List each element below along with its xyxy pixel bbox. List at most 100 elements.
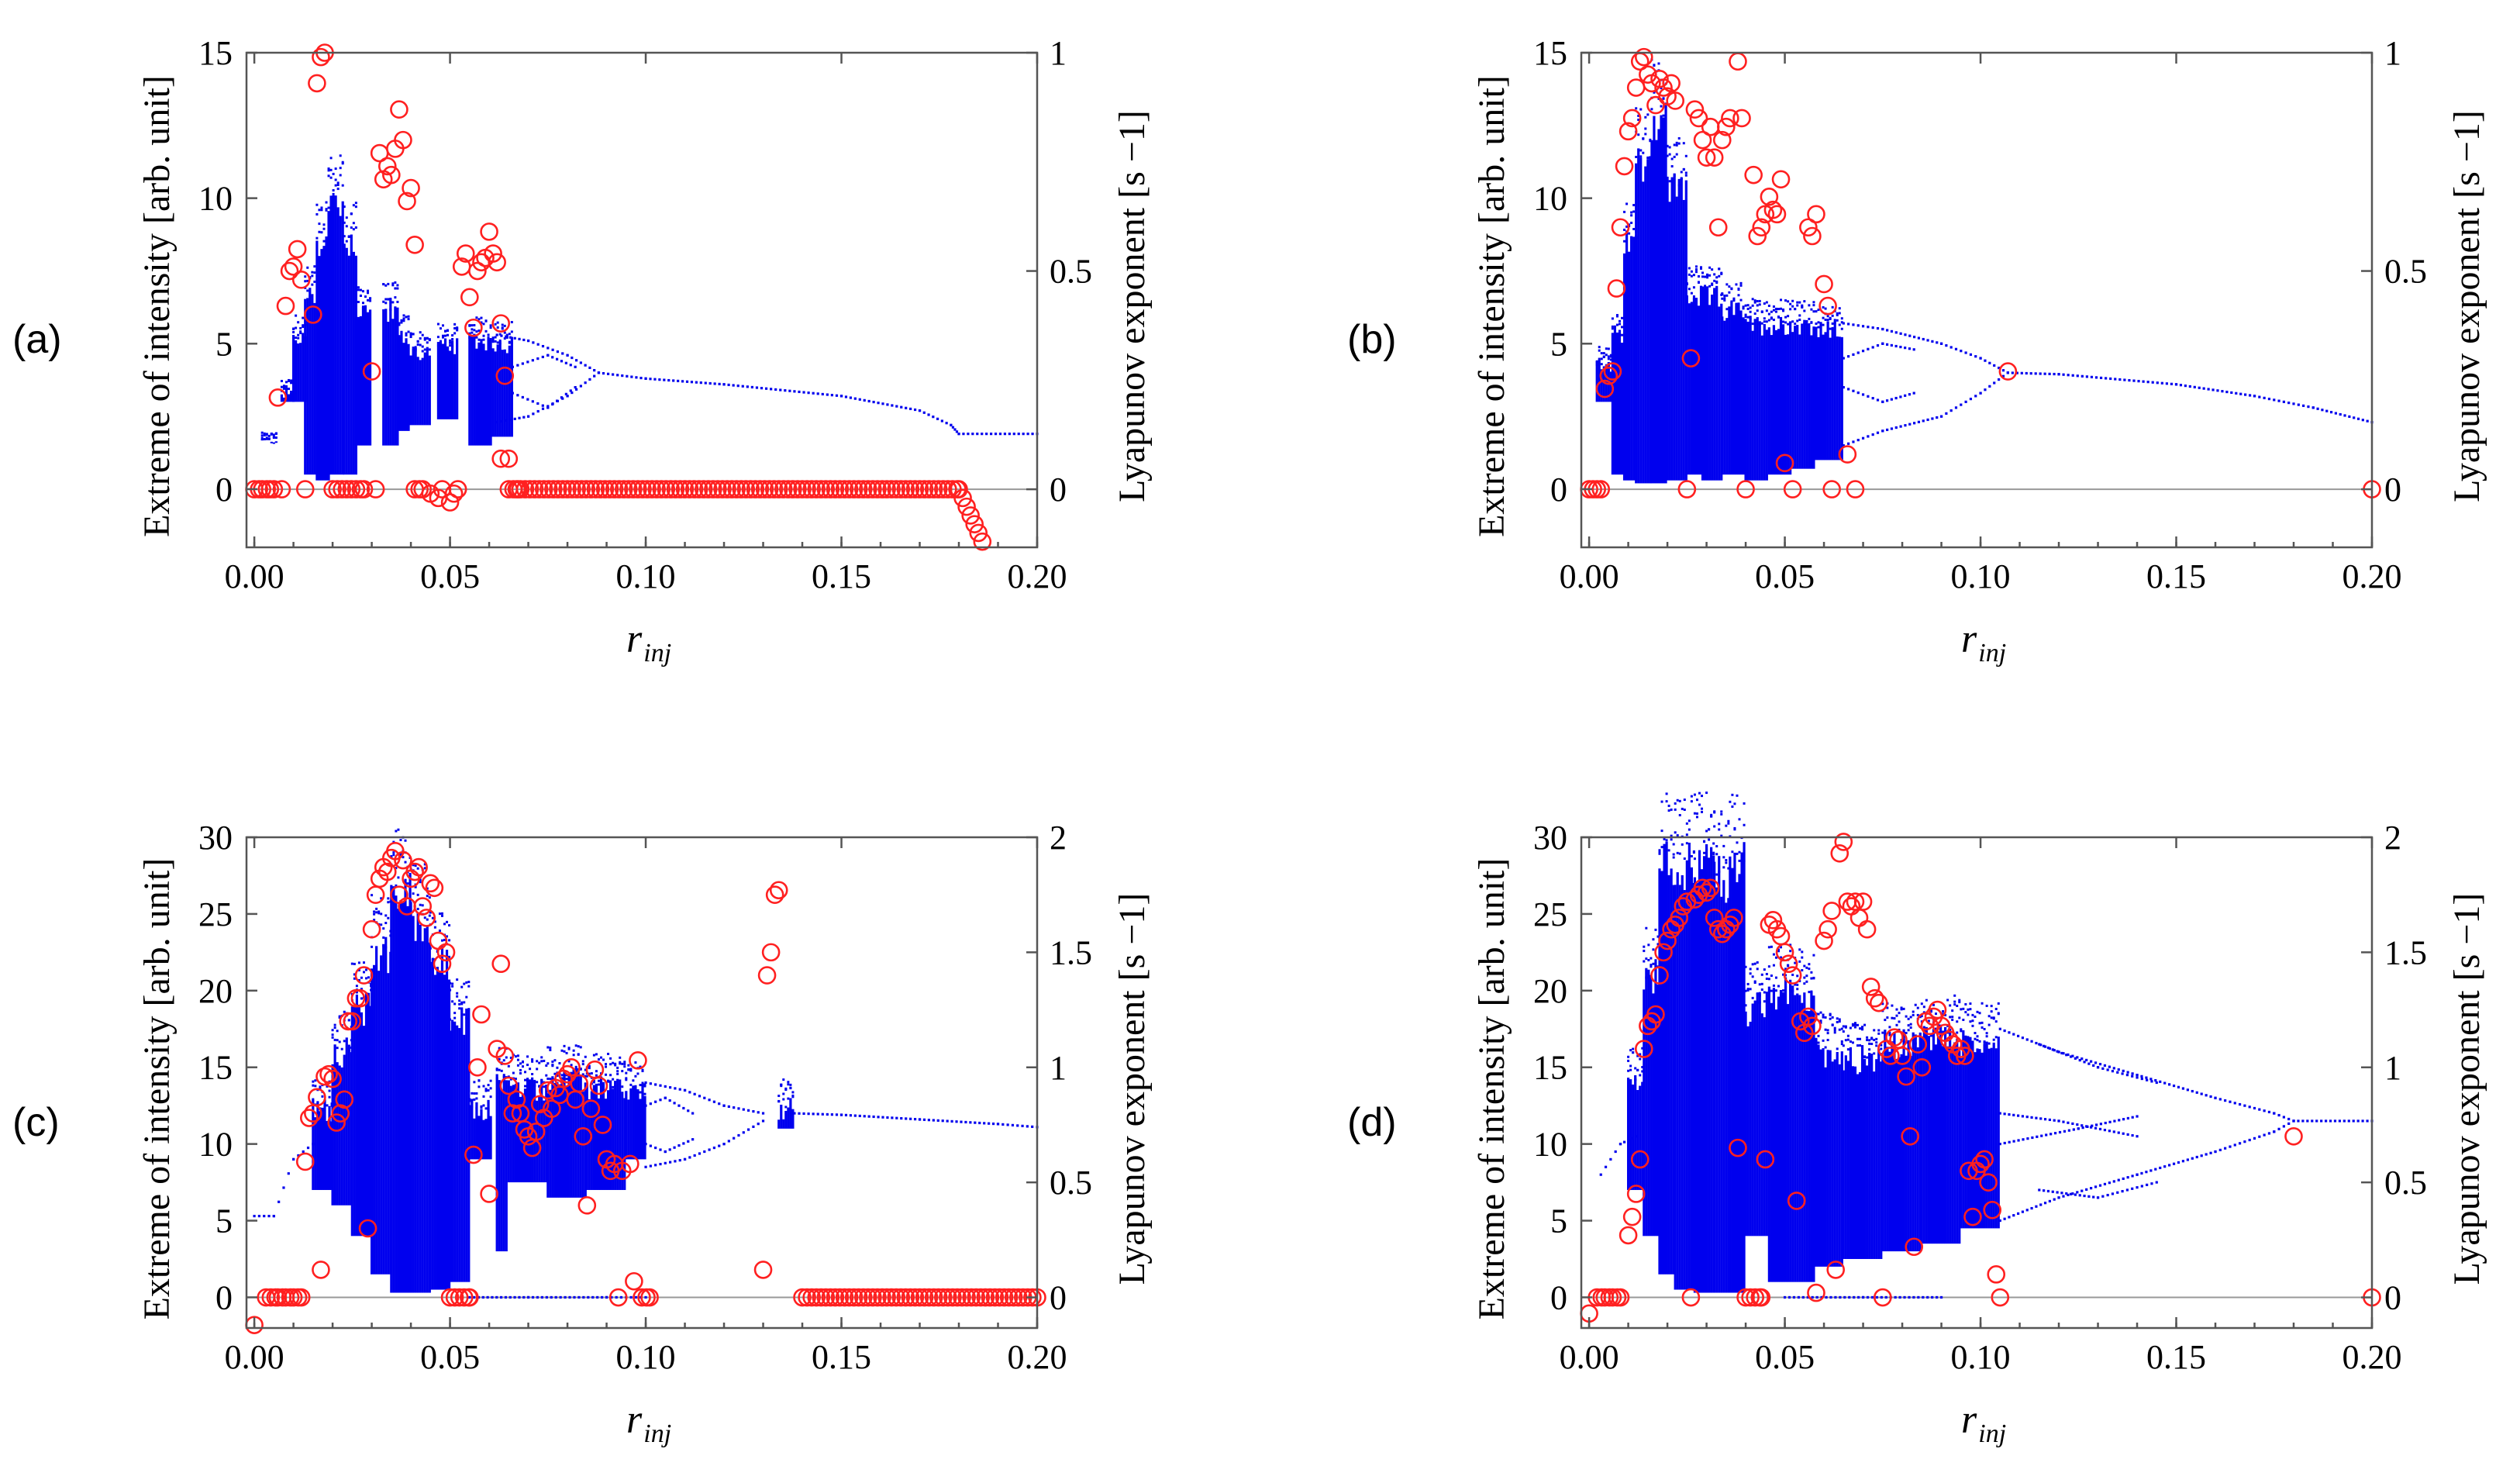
bifurcation-column xyxy=(1787,1004,1790,1282)
bifurcation-point xyxy=(1732,299,1736,302)
bifurcation-band xyxy=(1744,298,1768,481)
lyapunov-point xyxy=(844,1288,864,1307)
lyapunov-point xyxy=(1681,349,1701,367)
lyapunov-point xyxy=(2284,1126,2303,1146)
lyapunov-point xyxy=(425,878,444,898)
bifurcation-point xyxy=(1861,350,1865,353)
bifurcation-point xyxy=(891,1116,894,1119)
y-tick-label: 10 xyxy=(1533,180,1567,218)
bifurcation-band xyxy=(1960,1002,2000,1229)
chart-panel-b: (b)0.00 0.05 0.10 0.15 0.2005101500.51rinjEx… xyxy=(1347,34,2487,667)
bifurcation-point xyxy=(1817,1041,1820,1044)
bifurcation-point xyxy=(2062,1052,2065,1055)
bifurcation-point xyxy=(467,985,471,988)
bifurcation-point xyxy=(569,389,572,392)
lyapunov-point xyxy=(308,1088,326,1107)
bifurcation-column xyxy=(299,343,302,402)
bifurcation-point xyxy=(1980,1002,1984,1005)
bifurcation-point xyxy=(1666,144,1669,147)
bifurcation-point xyxy=(2122,1069,2125,1072)
bifurcation-column xyxy=(1618,329,1622,475)
bifurcation-point xyxy=(1842,357,1845,360)
bifurcation-point xyxy=(688,1156,691,1159)
bifurcation-point xyxy=(2218,1148,2222,1151)
bifurcation-point xyxy=(1817,309,1820,312)
bifurcation-point xyxy=(1888,1031,1891,1034)
bifurcation-point xyxy=(364,295,367,298)
bifurcation-column xyxy=(489,340,492,446)
bifurcation-point xyxy=(1681,807,1684,810)
bifurcation-point xyxy=(1936,1295,1939,1299)
bifurcation-point xyxy=(549,1078,552,1081)
bifurcation-point xyxy=(595,1070,598,1073)
lyapunov-point xyxy=(1834,833,1853,851)
bifurcation-point xyxy=(1749,988,1752,991)
bifurcation-point xyxy=(274,432,278,435)
bifurcation-point xyxy=(475,316,478,319)
bifurcation-point xyxy=(1704,286,1707,289)
bifurcation-point xyxy=(1791,973,1794,976)
bifurcation-point xyxy=(546,347,550,350)
bifurcation-point xyxy=(1964,400,1967,403)
bifurcation-point xyxy=(443,938,446,941)
bifurcation-point xyxy=(1780,946,1783,949)
bifurcation-point xyxy=(1946,999,1949,1002)
lyapunov-point xyxy=(625,1271,643,1291)
bifurcation-column xyxy=(787,1107,790,1129)
bifurcation-point xyxy=(1727,819,1730,823)
bifurcation-point xyxy=(1760,973,1763,976)
bifurcation-column xyxy=(468,332,471,446)
bifurcation-point xyxy=(2273,398,2276,402)
bifurcation-point xyxy=(1894,331,1898,334)
bifurcation-point xyxy=(318,222,321,226)
bifurcation-point xyxy=(2062,1195,2065,1198)
bifurcation-point xyxy=(2126,1133,2129,1137)
lyapunov-point xyxy=(704,480,722,498)
bifurcation-column xyxy=(1652,993,1655,1237)
bifurcation-point xyxy=(1856,1023,1859,1026)
bifurcation-point xyxy=(2243,1140,2246,1143)
bifurcation-point xyxy=(2113,1119,2116,1123)
bifurcation-point xyxy=(1978,1022,1981,1025)
bifurcation-point xyxy=(433,920,436,923)
bifurcation-point xyxy=(1852,440,1855,443)
bifurcation-point xyxy=(1881,429,1884,433)
bifurcation-point xyxy=(2244,393,2247,396)
bifurcation-point xyxy=(2096,1196,2100,1199)
bifurcation-column xyxy=(419,360,422,426)
bifurcation-point xyxy=(1934,1012,1937,1016)
bifurcation-column xyxy=(451,340,454,419)
bifurcation-point xyxy=(659,1162,662,1166)
lyapunov-point xyxy=(335,1090,354,1109)
bifurcation-column xyxy=(1730,301,1733,475)
bifurcation-point xyxy=(1687,288,1691,291)
bifurcation-point xyxy=(1685,822,1688,825)
x-axis-label: rinj xyxy=(1961,1398,2006,1448)
bifurcation-point xyxy=(1994,1007,1998,1010)
bifurcation-column xyxy=(398,336,401,431)
lyapunov-point xyxy=(694,480,713,498)
bifurcation-point xyxy=(380,897,383,900)
bifurcation-point xyxy=(1609,354,1612,357)
bifurcation-column xyxy=(357,1004,361,1237)
bifurcation-point xyxy=(886,1116,889,1119)
bifurcation-point xyxy=(1753,981,1756,985)
bifurcation-point xyxy=(521,395,524,399)
lyapunov-point xyxy=(464,1145,483,1164)
lyapunov-point xyxy=(1611,218,1630,237)
bifurcation-point xyxy=(409,336,412,339)
lyapunov-point xyxy=(830,480,850,498)
bifurcation-point xyxy=(1808,323,1811,326)
lyapunov-point xyxy=(562,1057,581,1077)
bifurcation-point xyxy=(1796,988,1799,991)
bifurcation-point xyxy=(2214,1096,2217,1099)
lyapunov-point xyxy=(1865,988,1884,1008)
bifurcation-point xyxy=(2243,1104,2246,1107)
bifurcation-point xyxy=(439,327,442,330)
bifurcation-point xyxy=(807,392,810,395)
bifurcation-band xyxy=(1791,299,1815,469)
bifurcation-point xyxy=(2057,1119,2060,1123)
bifurcation-point xyxy=(1736,852,1739,855)
bifurcation-point xyxy=(1990,1010,1993,1013)
bifurcation-point xyxy=(458,1002,461,1006)
